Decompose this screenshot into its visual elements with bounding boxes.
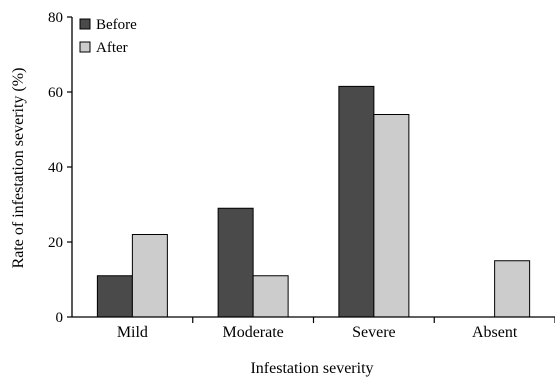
bar-after-severe xyxy=(373,114,410,318)
y-tick-label: 80 xyxy=(48,10,63,26)
x-tick-label-mild: Mild xyxy=(117,324,148,341)
legend-label-before: Before xyxy=(96,17,137,33)
legend-swatch-before xyxy=(79,18,91,30)
legend: Before After xyxy=(79,17,137,56)
legend-item-before: Before xyxy=(79,17,137,33)
x-tick-label-moderate: Moderate xyxy=(222,324,283,341)
y-tick-label: 0 xyxy=(56,310,64,326)
bars-group xyxy=(96,85,531,318)
bar-after-absent xyxy=(494,260,531,318)
bar-before-mild xyxy=(96,275,133,318)
x-axis-title: Infestation severity xyxy=(250,360,373,377)
bar-after-mild xyxy=(131,234,168,318)
legend-label-after: After xyxy=(96,40,128,56)
x-axis-ticks: Mild Moderate Severe Absent xyxy=(117,317,555,341)
x-tick-label-severe: Severe xyxy=(352,324,396,341)
y-tick-label: 40 xyxy=(48,160,63,176)
y-tick-label: 60 xyxy=(48,85,63,101)
bar-before-severe xyxy=(338,85,375,318)
legend-item-after: After xyxy=(79,40,128,56)
bar-after-moderate xyxy=(252,275,289,318)
x-tick-label-absent: Absent xyxy=(472,324,518,341)
bar-before-moderate xyxy=(217,207,254,318)
y-axis-ticks: 0 20 40 60 80 xyxy=(48,10,72,326)
y-axis-title: Rate of infestation severity (%) xyxy=(10,68,27,269)
y-tick-label: 20 xyxy=(48,235,63,251)
legend-swatch-after xyxy=(79,41,91,53)
